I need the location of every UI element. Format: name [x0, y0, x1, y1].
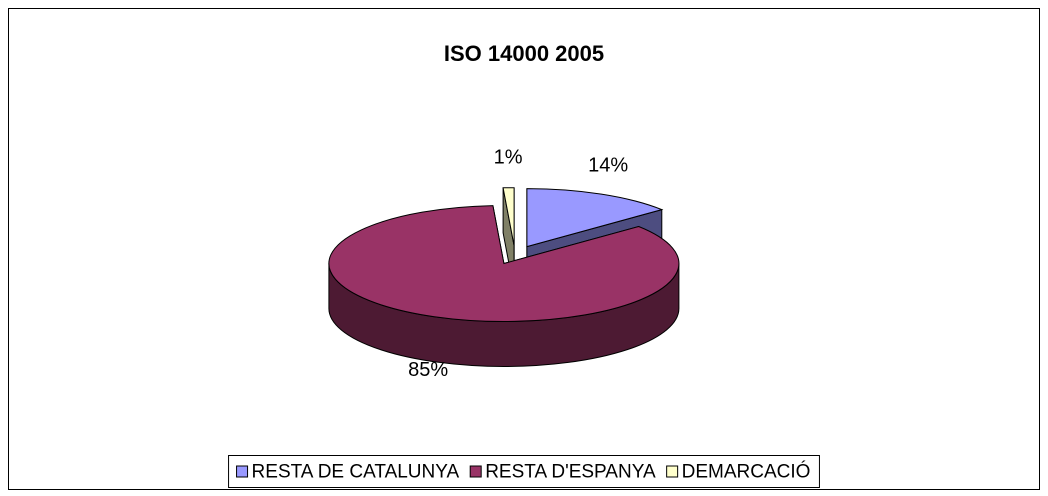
slice: [328, 205, 680, 322]
slice: [526, 188, 664, 248]
legend-items: RESTA DE CATALUNYA RESTA D'ESPANYA DEMARCA…: [236, 461, 811, 483]
legend-swatch: [236, 465, 249, 478]
data-label: 14%: [588, 155, 628, 177]
legend-label: RESTA DE CATALUNYA: [252, 462, 460, 483]
data-label: 1%: [494, 146, 523, 168]
legend-label: DEMARCACIÓ: [682, 461, 811, 483]
legend: [228, 455, 820, 488]
legend-swatch: [469, 465, 482, 478]
legend-label: RESTA D'ESPANYA: [485, 462, 656, 483]
slice: [502, 187, 515, 246]
chart-border: [8, 8, 1040, 490]
pie: [328, 187, 680, 367]
chart-title: ISO 14000 2005: [444, 41, 604, 66]
data-label: 85%: [408, 359, 448, 381]
legend-swatch: [666, 465, 679, 478]
